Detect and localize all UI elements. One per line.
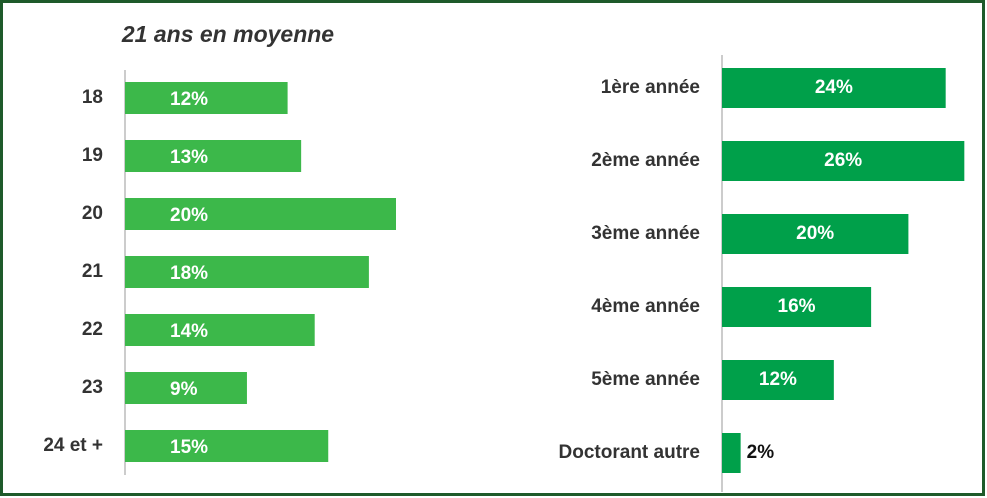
- category-label: 2ème année: [591, 150, 700, 171]
- value-label: 20%: [170, 205, 208, 226]
- category-label: 22: [82, 319, 103, 340]
- category-label: 20: [82, 203, 103, 224]
- value-label: 24%: [815, 77, 853, 98]
- bar: [125, 82, 288, 114]
- bar: [722, 68, 946, 108]
- value-label: 12%: [759, 369, 797, 390]
- value-label: 18%: [170, 263, 208, 284]
- category-label: 19: [82, 145, 103, 166]
- value-label: 12%: [170, 89, 208, 110]
- category-label: 3ème année: [591, 223, 700, 244]
- category-label: Doctorant autre: [559, 442, 700, 463]
- category-label: 21: [82, 261, 104, 282]
- bar: [722, 141, 965, 181]
- category-label: 5ème année: [591, 369, 700, 390]
- bar: [125, 430, 329, 462]
- value-label: 2%: [747, 442, 775, 463]
- category-label: 23: [82, 377, 103, 398]
- value-label: 13%: [170, 147, 208, 168]
- category-label: 18: [82, 87, 103, 108]
- bar: [125, 198, 396, 230]
- bar: [125, 314, 315, 346]
- bar: [722, 360, 834, 400]
- value-label: 9%: [170, 379, 198, 400]
- bar: [722, 433, 741, 473]
- value-label: 26%: [824, 150, 862, 171]
- bar: [125, 256, 369, 288]
- bar: [722, 214, 909, 254]
- chart-title: 21 ans en moyenne: [121, 21, 334, 47]
- value-label: 14%: [170, 321, 208, 342]
- value-label: 16%: [778, 296, 816, 317]
- category-label: 1ère année: [601, 77, 700, 98]
- bar: [722, 287, 872, 327]
- value-label: 20%: [796, 223, 834, 244]
- category-label: 4ème année: [591, 296, 700, 317]
- bar: [125, 140, 302, 172]
- value-label: 15%: [170, 437, 208, 458]
- bar: [125, 372, 247, 404]
- category-label: 24 et +: [43, 435, 103, 456]
